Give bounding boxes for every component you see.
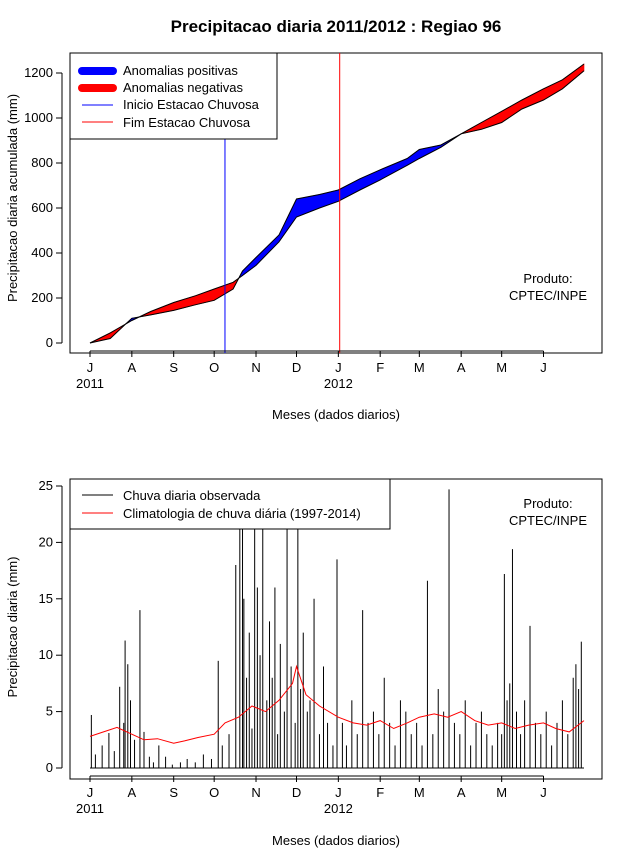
- top-legend: Anomalias positivas Anomalias negativas …: [69, 52, 278, 140]
- top-y-tick-label: 1000: [24, 110, 53, 125]
- bottom-x-tick-label: O: [209, 785, 219, 800]
- bottom-climatology-line: [89, 664, 585, 744]
- top-chart: Precipitacao diaria 2011/2012 : Regiao 9…: [5, 17, 603, 422]
- bottom-y-axis: 0 5 10 15 20 25: [39, 478, 63, 775]
- bottom-annotation-line1: Produto:: [523, 496, 572, 511]
- bottom-y-axis-label: Precipitacao diaria (mm): [5, 557, 20, 698]
- bottom-x-tick-label: A: [128, 785, 137, 800]
- bottom-annotation-line2: CPTEC/INPE: [509, 513, 587, 528]
- climatology-daily-line: [89, 664, 585, 744]
- observed-accumulated-line: [89, 70, 585, 344]
- top-accumulated-lines: [89, 63, 585, 344]
- anomaly-positive-area: [379, 158, 408, 181]
- bottom-y-tick-label: 15: [39, 591, 53, 606]
- top-y-axis: 0 200 400 600 800 1000 1200: [24, 65, 63, 350]
- legend-label-season-end: Fim Estacao Chuvosa: [123, 115, 251, 130]
- bottom-x-tick-label: M: [414, 785, 425, 800]
- legend-label-observed: Chuva diaria observada: [123, 488, 261, 503]
- top-x-tick-label: J: [87, 360, 94, 375]
- top-plot-frame: [69, 52, 603, 354]
- top-y-tick-label: 1200: [24, 65, 53, 80]
- bottom-x-tick-label: S: [169, 785, 178, 800]
- legend-label-season-start: Inicio Estacao Chuvosa: [123, 97, 260, 112]
- bottom-x-tick-label: F: [376, 785, 384, 800]
- climatology-accumulated-line: [89, 63, 585, 344]
- top-x-tick-label: D: [292, 360, 301, 375]
- bottom-x-tick-label: A: [457, 785, 466, 800]
- top-legend-box: [69, 52, 278, 140]
- bottom-x-tick-label: J: [335, 785, 342, 800]
- top-annotation-line1: Produto:: [523, 271, 572, 286]
- top-y-tick-label: 0: [46, 335, 53, 350]
- top-x-tick-label: N: [251, 360, 260, 375]
- bottom-y-tick-label: 0: [46, 760, 53, 775]
- top-chart-title: Precipitacao diaria 2011/2012 : Regiao 9…: [171, 17, 502, 36]
- bottom-x-tick-label: N: [251, 785, 260, 800]
- anomaly-negative-area: [521, 88, 544, 110]
- bottom-year-label: 2012: [324, 801, 353, 816]
- top-season-lines: [224, 53, 341, 353]
- top-y-tick-label: 600: [31, 200, 53, 215]
- top-x-tick-label: M: [414, 360, 425, 375]
- bottom-year-label: 2011: [76, 801, 104, 816]
- legend-label-positive: Anomalias positivas: [123, 63, 238, 78]
- top-y-axis-label: Precipitacao diaria acumulada (mm): [5, 94, 20, 302]
- legend-label-climatology: Climatologia de chuva diária (1997-2014): [123, 506, 361, 521]
- top-x-tick-label: M: [496, 360, 507, 375]
- top-x-tick-label: O: [209, 360, 219, 375]
- anomaly-negative-area: [173, 295, 196, 311]
- bottom-y-tick-label: 10: [39, 647, 53, 662]
- top-y-tick-label: 800: [31, 155, 53, 170]
- anomaly-positive-area: [337, 178, 361, 202]
- top-x-axis-label: Meses (dados diarios): [272, 407, 400, 422]
- top-y-tick-label: 200: [31, 290, 53, 305]
- bottom-legend: Chuva diaria observada Climatologia de c…: [69, 478, 391, 530]
- top-y-tick-label: 400: [31, 245, 53, 260]
- legend-label-negative: Anomalias negativas: [123, 80, 243, 95]
- bottom-y-tick-label: 20: [39, 534, 53, 549]
- top-x-tick-label: J: [335, 360, 342, 375]
- top-year-label: 2011: [76, 376, 104, 391]
- anomaly-positive-area: [255, 234, 280, 267]
- top-x-tick-label: S: [169, 360, 178, 375]
- bottom-daily-bars: [90, 486, 584, 769]
- bottom-x-tick-label: M: [496, 785, 507, 800]
- top-x-tick-label: A: [128, 360, 137, 375]
- anomaly-negative-area: [213, 281, 234, 301]
- top-annotation-line2: CPTEC/INPE: [509, 288, 587, 303]
- top-x-tick-label: F: [376, 360, 384, 375]
- bottom-x-tick-label: J: [87, 785, 94, 800]
- bottom-y-tick-label: 25: [39, 478, 53, 493]
- bottom-legend-box: [69, 478, 391, 530]
- bottom-x-tick-label: D: [292, 785, 301, 800]
- bottom-x-axis-label: Meses (dados diarios): [272, 833, 400, 848]
- top-x-tick-label: A: [457, 360, 466, 375]
- bottom-x-tick-label: J: [540, 785, 547, 800]
- top-x-tick-label: J: [540, 360, 547, 375]
- top-year-label: 2012: [324, 376, 353, 391]
- anomaly-negative-area: [562, 63, 585, 90]
- bottom-y-tick-label: 5: [46, 704, 53, 719]
- anomaly-positive-area: [359, 169, 381, 191]
